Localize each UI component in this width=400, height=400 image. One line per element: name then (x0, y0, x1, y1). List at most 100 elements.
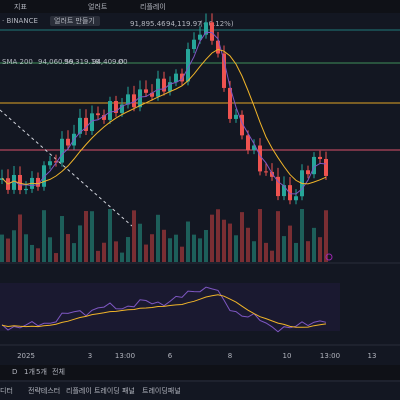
candle (102, 115, 106, 120)
volume-bar (318, 237, 322, 262)
candle (306, 170, 310, 175)
volume-bar (186, 221, 190, 262)
candle (78, 117, 82, 134)
volume-bar (60, 216, 64, 262)
candle (186, 49, 190, 82)
toolbar-item[interactable]: 리플레이 (140, 2, 166, 11)
candle (288, 185, 292, 201)
x-axis-label: 6 (168, 352, 173, 360)
volume-bar (108, 209, 112, 262)
range-item[interactable]: 1개 (24, 367, 35, 376)
toolbar-item[interactable]: 지표 (14, 2, 27, 11)
volume-bar (102, 242, 106, 262)
candle (318, 156, 322, 159)
candle (324, 158, 328, 176)
volume-bar (126, 237, 130, 262)
x-axis-label: 10 (283, 352, 292, 360)
price-change: (+0.12%) (200, 20, 234, 28)
candle (204, 22, 208, 35)
candle (60, 138, 64, 163)
candle (192, 39, 196, 50)
volume-bar (222, 219, 226, 262)
volume-bar (36, 248, 40, 262)
candle (282, 185, 286, 197)
volume-bar (84, 211, 88, 262)
candle (24, 188, 28, 191)
volume-bar (270, 250, 274, 262)
bottom-tab[interactable]: 트레이딩패널 (142, 386, 181, 395)
candle (168, 82, 172, 92)
price-low: 91,895.46 (130, 20, 166, 28)
volume-bar (204, 229, 208, 262)
candle (66, 138, 70, 146)
alert-button-label[interactable]: 얼러트 만들기 (54, 16, 95, 25)
ma-line (1, 31, 327, 195)
bottom-panel (0, 381, 400, 400)
oscillator-signal (1, 294, 327, 328)
candle (294, 196, 298, 201)
volume-bar (264, 242, 268, 262)
candle (156, 78, 160, 97)
volume-bar (288, 225, 292, 262)
sma-value: 94,409.00 (92, 58, 128, 66)
toolbar-item[interactable]: 얼러트 (88, 2, 108, 11)
candle (144, 89, 148, 93)
candle (252, 145, 256, 151)
candle (36, 177, 40, 187)
volume-bar (18, 214, 22, 262)
candle (90, 113, 94, 131)
range-item[interactable]: 전체 (52, 367, 65, 376)
bottom-tab[interactable]: 디터 (0, 386, 13, 395)
x-axis-label: 13 (368, 352, 377, 360)
volume-bar (114, 241, 118, 262)
volume-bar (30, 244, 34, 262)
candle (126, 94, 130, 105)
volume-bar (210, 214, 214, 262)
candle (276, 176, 280, 197)
candle (198, 34, 202, 40)
volume-bar (162, 229, 166, 262)
volume-bar (42, 210, 46, 262)
volume-bar (0, 234, 4, 262)
volume-bar (150, 234, 154, 262)
x-axis-label: 2025 (17, 352, 35, 360)
volume-bar (306, 241, 310, 262)
x-axis-label: 13:00 (115, 352, 135, 360)
candle (210, 22, 214, 41)
volume-bar (66, 234, 70, 262)
volume-bar (90, 211, 94, 262)
volume-bar (12, 230, 16, 262)
volume-bar (72, 243, 76, 262)
volume-bar (228, 223, 232, 262)
alert-button[interactable] (50, 16, 100, 26)
volume-bar (120, 252, 124, 262)
candle (48, 161, 52, 166)
volume-bar (192, 234, 196, 262)
candle (84, 117, 88, 131)
price-high: 94,119.97 (166, 20, 202, 28)
candle (258, 145, 262, 172)
range-item[interactable]: D (12, 368, 17, 376)
volume-bar (300, 209, 304, 262)
volume-bar (78, 225, 82, 262)
trend-line (0, 109, 133, 227)
volume-bar (252, 241, 256, 262)
candle (132, 94, 136, 108)
oscillator-line (1, 286, 327, 333)
range-item[interactable]: 5개 (36, 367, 47, 376)
candle (162, 78, 166, 92)
sma-value: 96,319.18 (64, 58, 100, 66)
volume-bar (144, 244, 148, 262)
volume-bar (234, 235, 238, 262)
bottom-tab[interactable]: 전략테스터 (28, 386, 60, 395)
candle (246, 135, 250, 151)
volume-bar (216, 209, 220, 262)
volume-bar (132, 210, 136, 262)
candle (264, 171, 268, 173)
volume-bar (6, 238, 10, 262)
bottom-tab[interactable]: 리플레이 트레이딩 패널 (66, 386, 135, 395)
volume-bar (312, 227, 316, 262)
volume-bar (156, 214, 160, 262)
x-axis-label: 13:00 (320, 352, 340, 360)
volume-bar (96, 250, 100, 262)
